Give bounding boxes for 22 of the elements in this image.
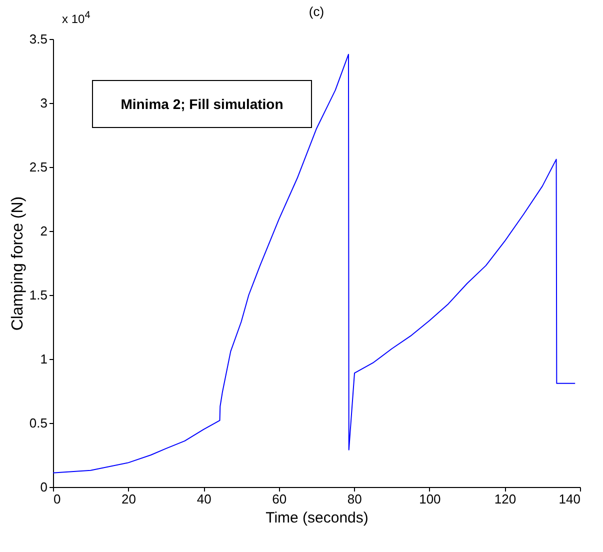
y-tick-label: 1 [40,352,48,366]
y-tick-label: 1.5 [29,288,48,302]
chart-title: (c) [308,4,324,19]
y-tick-label: 2.5 [29,160,48,174]
y-tick-label: 3 [40,96,48,110]
x-tick-label: 60 [272,492,287,506]
x-tick-label: 140 [558,492,580,506]
y-tick-label: 2 [40,224,48,238]
x-tick-label: 120 [494,492,516,506]
x-tick-label: 40 [196,492,212,506]
text: x 10$^{4}$ [62,10,90,26]
x-tick-label: 20 [122,492,136,506]
y-axis-title: Clamping force (N) [9,196,26,331]
x-tick-label: 0 [54,492,61,506]
text-box: Minima 2; Fill simulation [92,80,312,128]
y-tick-label: 3.5 [29,32,48,46]
x-axis-title: Time (seconds) [266,510,368,526]
x-tick-label: 80 [347,492,362,506]
y-tick-label: 0.5 [29,416,48,430]
y-tick-label: 0 [40,480,48,494]
x-tick-label: 100 [419,492,441,506]
line-series [52,54,576,474]
